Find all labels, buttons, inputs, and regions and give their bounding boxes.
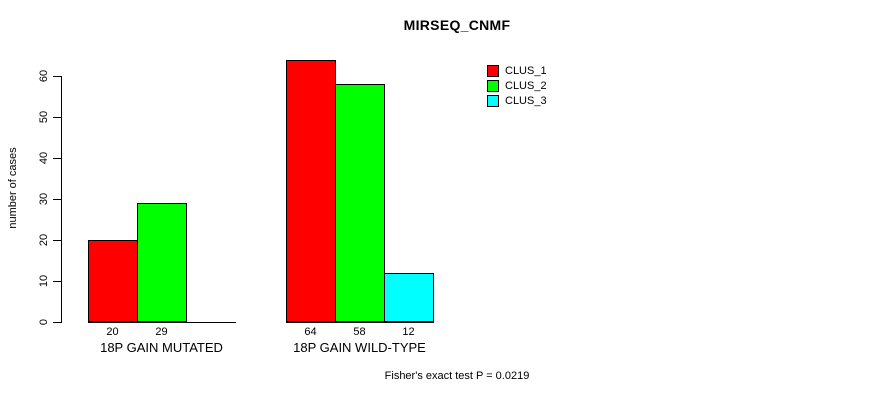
y-axis-tick-label: 30 [38,192,50,206]
bar-value-label: 58 [353,326,366,338]
chart-title: MIRSEQ_CNMF [403,17,511,33]
legend-swatch-clus_3 [487,94,499,107]
y-axis-tick [53,199,61,200]
legend-label: CLUS_1 [505,64,547,77]
y-axis-tick-label: 50 [38,110,50,124]
bar-value-label: 20 [106,326,119,338]
bar [384,273,434,322]
y-axis-tick-label: 20 [38,233,50,247]
bar-value-label: 12 [402,326,415,338]
legend-label: CLUS_2 [505,79,547,92]
bar [137,203,187,322]
group-baseline [286,322,434,323]
category-label: 18P GAIN MUTATED [100,340,223,355]
bar-value-label: 64 [304,326,317,338]
legend-item: CLUS_1 [487,63,547,78]
legend-label: CLUS_3 [505,94,547,107]
y-axis-tick-label: 0 [38,318,50,326]
group-baseline [88,322,236,323]
legend-item: CLUS_2 [487,78,547,93]
y-axis-tick [53,281,61,282]
bar-value-label: 29 [155,326,168,338]
y-axis-tick [53,240,61,241]
stat-annotation: Fisher's exact test P = 0.0219 [384,370,530,382]
legend-item: CLUS_3 [487,93,547,108]
legend-swatch-clus_2 [487,79,499,92]
y-axis-tick [53,158,61,159]
y-axis-tick [53,76,61,77]
legend: CLUS_1 CLUS_2 CLUS_3 [487,63,547,108]
y-axis-tick [53,322,61,323]
y-axis-label: number of cases [7,147,19,229]
y-axis-tick-label: 10 [38,274,50,288]
legend-swatch-clus_1 [487,64,499,77]
bar [88,240,138,322]
y-axis-tick [53,117,61,118]
y-axis-tick-label: 60 [38,69,50,83]
y-axis-line [61,76,62,323]
y-axis-tick-label: 40 [38,151,50,165]
bar [286,60,336,322]
bar [335,84,385,322]
category-label: 18P GAIN WILD-TYPE [293,340,426,355]
